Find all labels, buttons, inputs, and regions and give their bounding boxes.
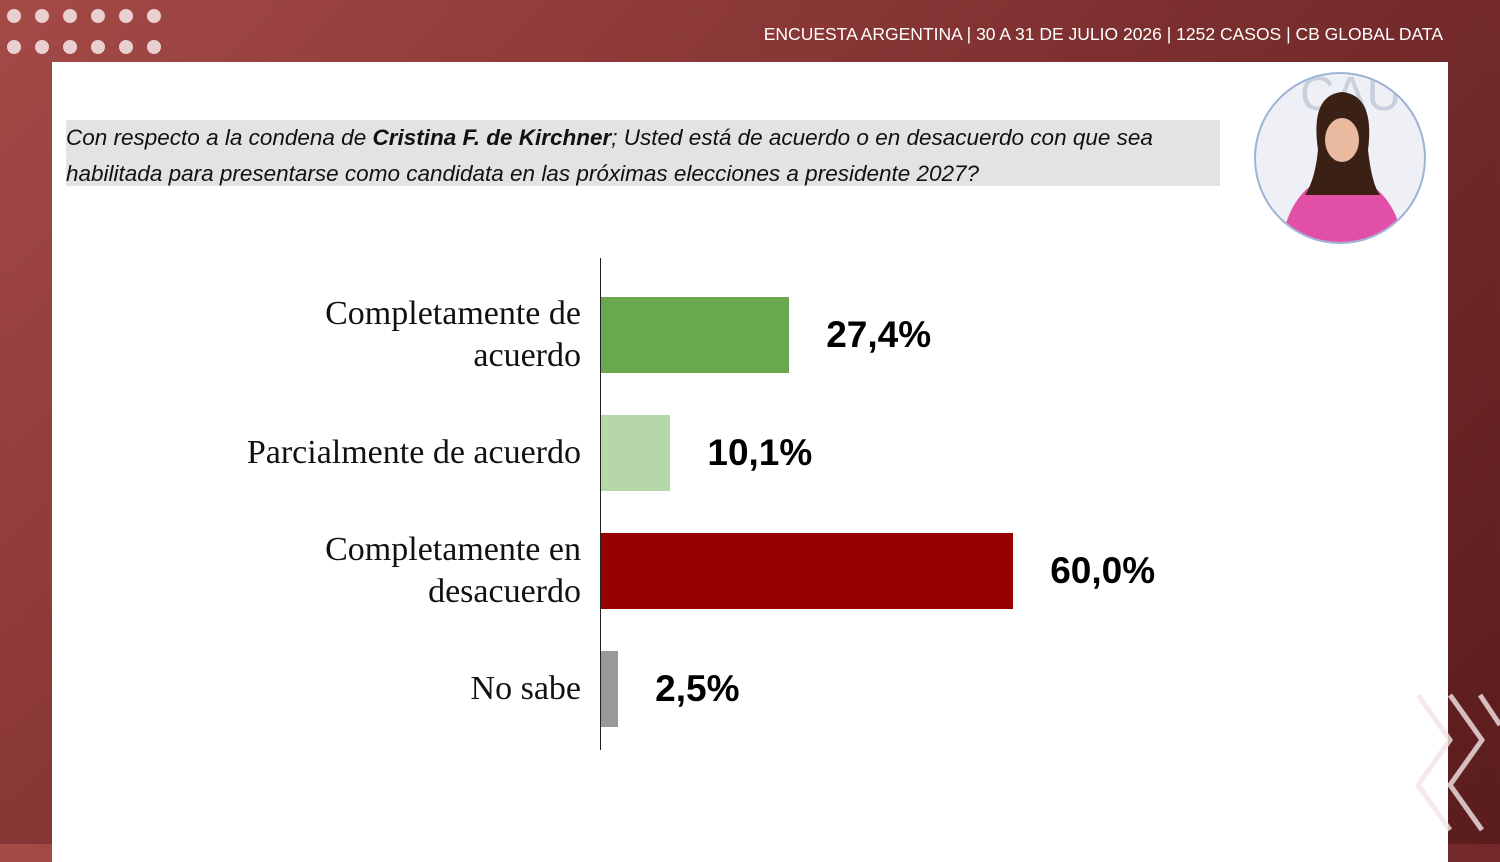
category-label: Parcialmente de acuerdo [246,434,581,471]
photo: CAUS [1254,72,1426,244]
decoration [7,9,161,54]
question-text: ; Usted está de acuerdo o en desacuerdo … [66,125,1153,186]
bar [601,297,790,373]
value-label: 27,4% [826,314,932,355]
bar [601,533,1014,609]
category-label: No sabe [470,670,581,707]
question: Con respecto a la condena de Cristina F.… [66,120,1220,186]
question-text: Con respecto a la condena de [66,125,373,150]
category-label: Completamente de acuerdo [325,295,581,374]
chevrons [1414,693,1500,832]
dots [7,9,161,54]
slide: {"header": "ENCUESTA ARGENTINA | 30 A 31… [0,0,1500,844]
question-name: Cristina F. de Kirchner [372,125,612,150]
bar [601,651,619,727]
header: ENCUESTA ARGENTINA | 30 A 31 DE JULIO 20… [763,24,1443,44]
value-label: 10,1% [707,432,813,473]
category-label: Completamente en desacuerdo [325,531,581,610]
panel [52,62,1448,862]
axis-line [600,258,601,750]
bar [601,415,671,491]
value-label: 2,5% [655,668,740,709]
value-label: 60,0% [1050,550,1156,591]
